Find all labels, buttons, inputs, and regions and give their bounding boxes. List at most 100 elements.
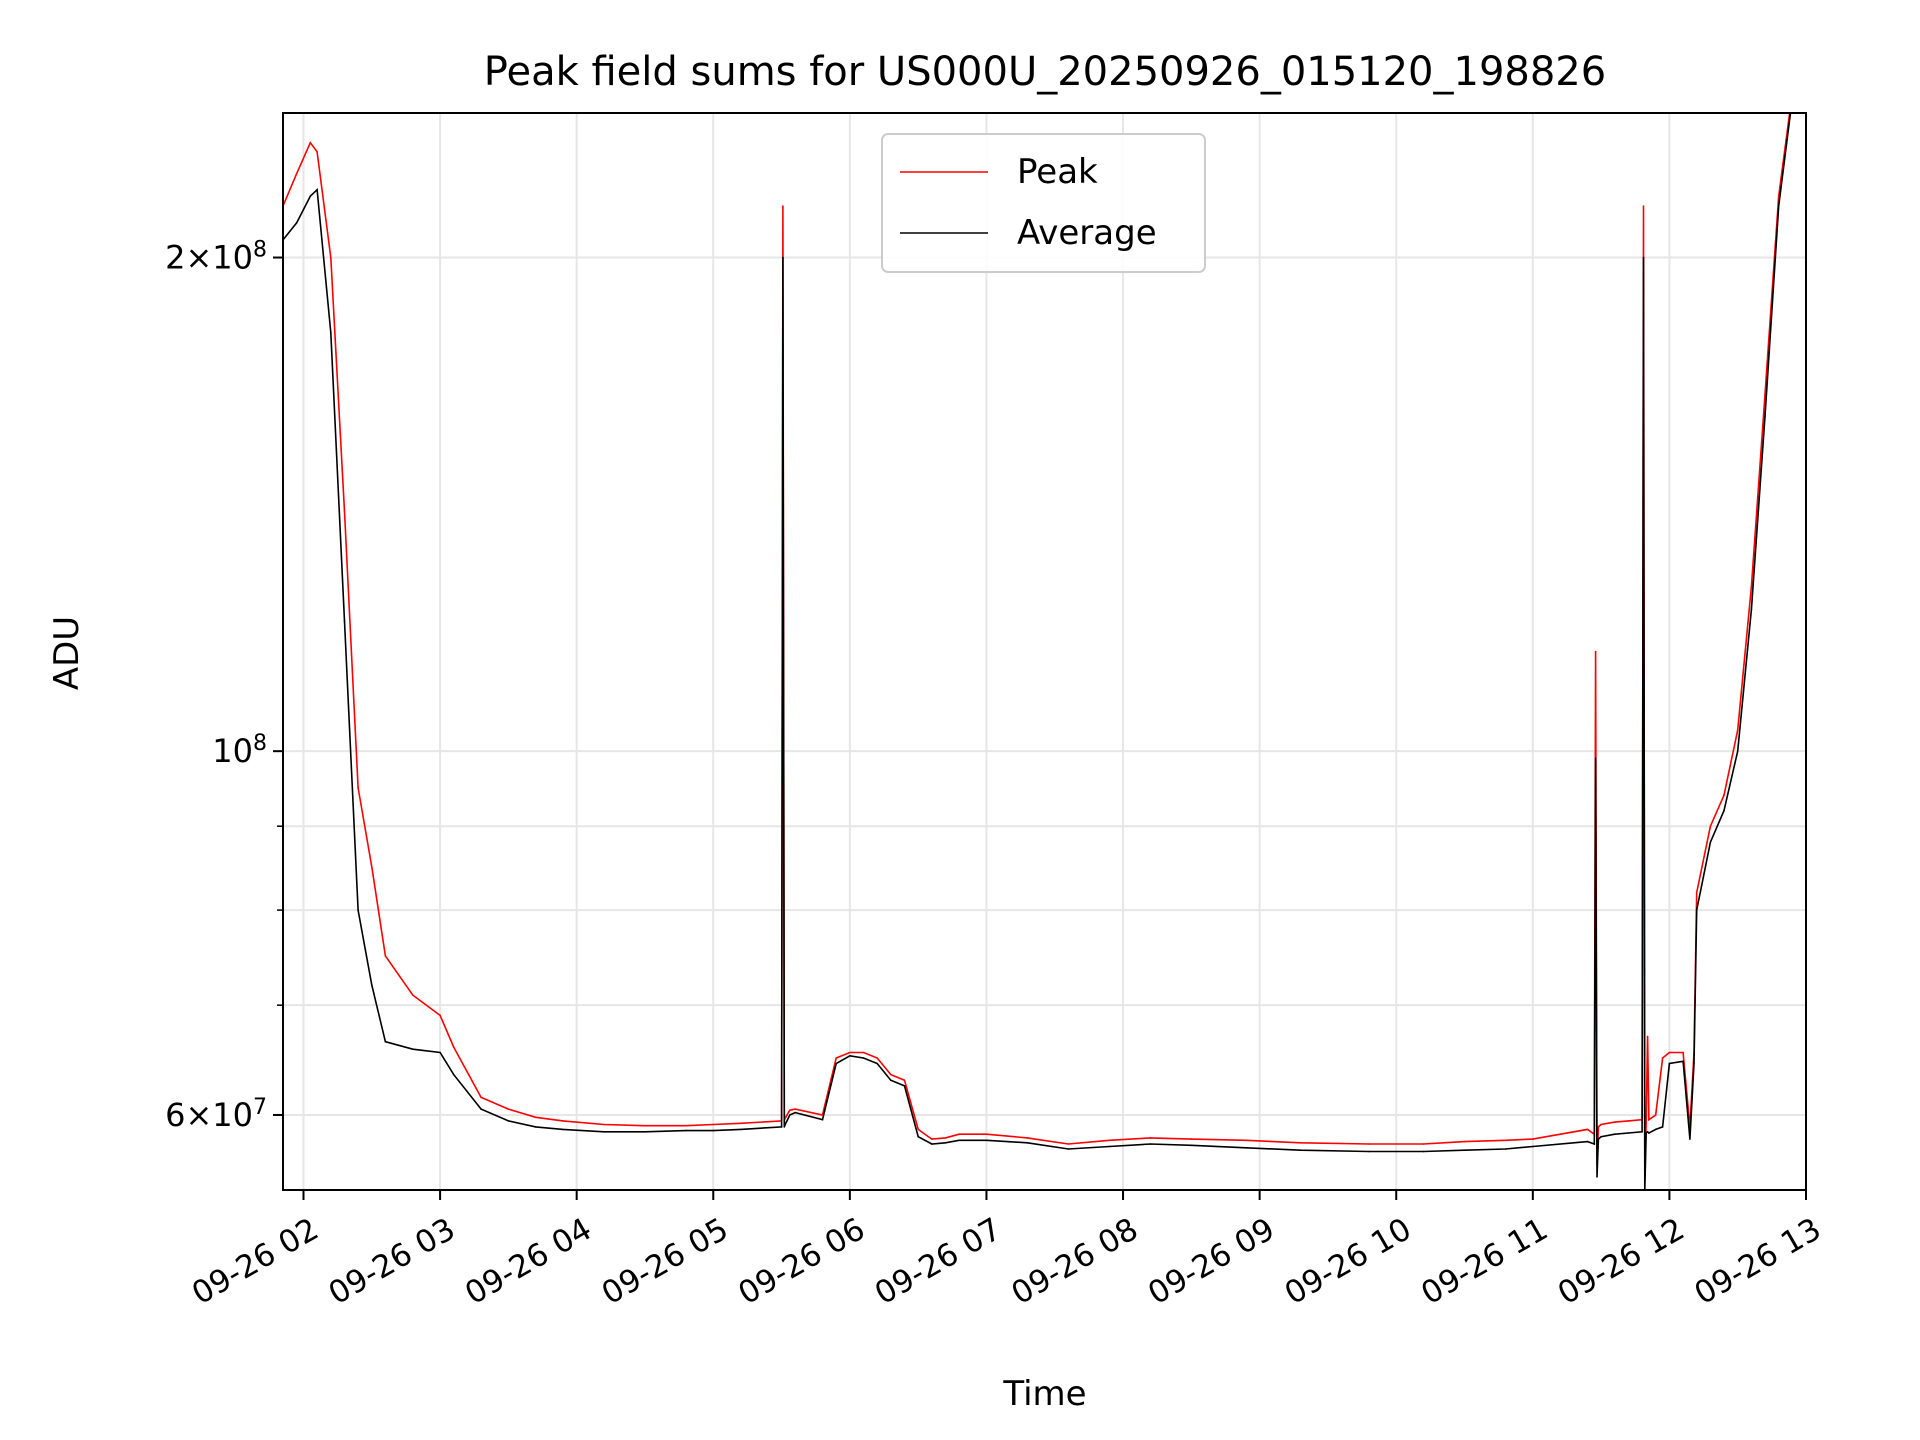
- data-point-average: [739, 1128, 742, 1131]
- data-point-peak: [1597, 1126, 1600, 1128]
- data-point-average: [862, 1057, 865, 1059]
- data-point-peak: [786, 1114, 788, 1116]
- y-tick-label: 2×108: [165, 237, 267, 277]
- data-point-average: [890, 1079, 892, 1081]
- data-point-average: [1736, 750, 1739, 752]
- data-point-peak: [876, 1057, 878, 1059]
- data-point-average: [1586, 1140, 1589, 1143]
- data-point-peak: [452, 1046, 455, 1048]
- series-layer: [283, 113, 1792, 1190]
- y-axis-label: ADU: [47, 616, 87, 690]
- data-point-average: [439, 1051, 441, 1054]
- data-point-peak: [1108, 1139, 1111, 1142]
- data-point-peak: [931, 1138, 933, 1140]
- data-point-peak: [1368, 1143, 1370, 1145]
- data-point-peak: [1532, 1138, 1534, 1140]
- data-point-average: [782, 256, 784, 259]
- data-point-average: [1594, 757, 1597, 760]
- data-point-average: [1661, 1126, 1664, 1128]
- data-point-peak: [685, 1124, 687, 1127]
- data-point-peak: [1645, 1120, 1647, 1122]
- data-point-peak: [1668, 1051, 1671, 1054]
- data-point-peak: [782, 205, 784, 207]
- data-point-peak: [1723, 794, 1725, 796]
- data-point-average: [1750, 608, 1753, 611]
- data-point-average: [644, 1131, 646, 1133]
- data-point-peak: [534, 1116, 537, 1119]
- data-point-average: [1504, 1148, 1507, 1150]
- data-point-average: [786, 1120, 788, 1122]
- data-point-peak: [1190, 1138, 1193, 1140]
- data-point-average: [534, 1126, 537, 1128]
- x-axis-label: Time: [1002, 1374, 1086, 1414]
- data-point-peak: [1149, 1137, 1152, 1139]
- data-point-average: [876, 1062, 878, 1065]
- data-point-average: [295, 222, 298, 224]
- legend: Peak Average: [881, 133, 1206, 273]
- data-point-average: [1668, 1062, 1671, 1065]
- data-point-peak: [903, 1079, 906, 1081]
- data-point-average: [712, 1129, 715, 1132]
- data-point-peak: [412, 994, 414, 996]
- data-point-peak: [835, 1057, 837, 1059]
- grid: [283, 113, 1807, 1190]
- data-point-peak: [1764, 393, 1766, 396]
- data-point-average: [944, 1142, 947, 1144]
- data-point-average: [1026, 1142, 1029, 1144]
- data-point-peak: [739, 1122, 742, 1125]
- data-point-peak: [603, 1123, 605, 1126]
- data-point-peak: [295, 172, 298, 175]
- data-point-average: [357, 909, 359, 911]
- data-point-average: [985, 1139, 988, 1142]
- data-point-average: [784, 1122, 787, 1125]
- data-point-average: [1299, 1149, 1302, 1151]
- y-tick-label: 108: [212, 731, 267, 771]
- data-point-average: [783, 1126, 786, 1128]
- data-point-average: [412, 1048, 414, 1050]
- data-point-peak: [1695, 891, 1698, 894]
- data-point-peak: [316, 151, 318, 153]
- data-point-average: [1709, 841, 1712, 843]
- data-point-average: [821, 1118, 824, 1121]
- data-point-average: [316, 188, 318, 191]
- y-axis-ticks: 6×107 108 2×108: [165, 237, 283, 1134]
- data-point-peak: [384, 955, 387, 957]
- legend-box: [881, 133, 1206, 273]
- data-point-average: [1693, 1062, 1695, 1065]
- data-point-peak: [562, 1120, 564, 1122]
- data-point-average: [371, 984, 373, 986]
- data-point-average: [849, 1055, 851, 1057]
- data-point-peak: [849, 1051, 851, 1054]
- data-point-average: [780, 1126, 783, 1128]
- data-point-average: [1695, 909, 1698, 911]
- data-point-average: [1190, 1144, 1193, 1147]
- data-point-peak: [1245, 1139, 1247, 1142]
- data-point-peak: [1646, 1035, 1649, 1038]
- data-point-average: [917, 1135, 919, 1138]
- data-point-peak: [1642, 205, 1645, 207]
- data-point-peak: [1504, 1139, 1507, 1142]
- y-tick-label: 6×107: [165, 1094, 267, 1134]
- data-point-average: [1593, 1143, 1596, 1145]
- data-point-peak: [890, 1073, 892, 1076]
- data-point-average: [1600, 1135, 1602, 1138]
- data-point-peak: [439, 1014, 441, 1017]
- data-point-average: [1149, 1143, 1152, 1145]
- data-point-average: [1422, 1150, 1425, 1153]
- data-point-average: [1614, 1133, 1616, 1135]
- data-point-average: [1723, 809, 1725, 812]
- data-point-average: [384, 1040, 387, 1043]
- data-point-average: [958, 1139, 960, 1142]
- data-point-average: [603, 1131, 605, 1133]
- data-point-average: [309, 195, 312, 197]
- data-point-peak: [1586, 1128, 1589, 1131]
- data-point-peak: [1654, 1114, 1657, 1116]
- data-point-peak: [371, 866, 373, 868]
- data-point-peak: [917, 1128, 919, 1131]
- data-point-average: [1777, 205, 1780, 207]
- data-point-average: [480, 1108, 482, 1110]
- data-point-average: [1597, 1138, 1600, 1140]
- data-point-peak: [1709, 825, 1712, 827]
- data-point-average: [1654, 1128, 1657, 1131]
- data-point-peak: [507, 1108, 510, 1110]
